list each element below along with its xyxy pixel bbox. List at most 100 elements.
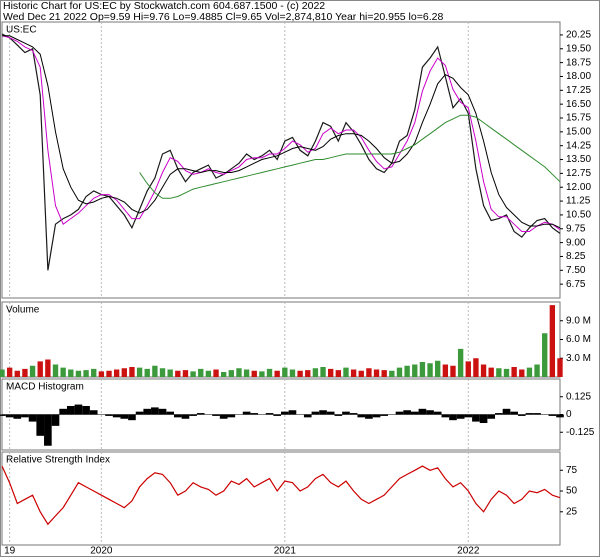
bar (74, 404, 83, 415)
bar (412, 364, 418, 377)
line-series (139, 114, 561, 199)
y-tick-label: 6.0 M (566, 334, 591, 345)
header-quote: Wed Dec 21 2022 Op=9.59 Hi=9.76 Lo=9.488… (3, 11, 443, 23)
bar (366, 368, 372, 377)
bar (395, 411, 404, 415)
y-tick-label: 13.50 (566, 154, 591, 165)
bar (450, 365, 456, 377)
bar (121, 368, 127, 377)
bar (404, 365, 410, 377)
bar (441, 414, 450, 418)
y-tick-label: 12.75 (566, 168, 591, 179)
bar (288, 410, 297, 415)
bar (112, 414, 121, 418)
bar (182, 370, 189, 377)
bar (426, 410, 434, 415)
y-tick-label: 3.0 M (566, 353, 591, 364)
bar (190, 371, 196, 377)
bar (549, 305, 556, 377)
y-tick-label: 12.00 (566, 182, 591, 193)
bar (419, 362, 426, 377)
bar (335, 370, 342, 377)
y-tick-label: 25 (566, 506, 578, 517)
bar (52, 364, 59, 377)
bar (480, 364, 487, 377)
bar (320, 367, 326, 377)
bar (465, 361, 471, 377)
bar (319, 410, 327, 415)
bar (68, 369, 74, 377)
bar (151, 407, 159, 415)
bar (105, 414, 113, 416)
y-tick-label: 9.00 (566, 237, 586, 248)
bar (519, 369, 525, 377)
bar (281, 411, 289, 415)
bar (503, 368, 510, 377)
y-tick-label: 6.75 (566, 279, 586, 290)
bar (227, 414, 236, 418)
bar (274, 370, 280, 377)
y-tick-label: 8.25 (566, 251, 586, 262)
bar (143, 408, 152, 415)
bar (181, 414, 190, 419)
bar (495, 413, 503, 415)
bar (357, 414, 366, 418)
bar (14, 370, 20, 377)
bar (205, 370, 212, 377)
bar (488, 367, 494, 377)
y-tick-label: 20.25 (566, 30, 591, 41)
bar (557, 358, 563, 377)
bar (328, 368, 334, 377)
bar (289, 369, 296, 377)
bar (372, 414, 381, 418)
y-tick-label: 18.75 (566, 57, 591, 68)
bar (0, 369, 5, 377)
bar (365, 414, 373, 419)
bar (435, 360, 441, 377)
bar (533, 413, 541, 415)
bar (167, 369, 173, 377)
y-tick-label: 7.50 (566, 265, 586, 276)
bar (128, 414, 136, 421)
y-tick-label: 17.25 (566, 85, 591, 96)
bar (220, 372, 227, 377)
y-tick-label: 9.0 M (566, 315, 591, 326)
bar (37, 361, 43, 377)
bar (219, 414, 228, 419)
bar (373, 369, 380, 377)
bar (511, 367, 517, 377)
y-tick-label: 0.125 (566, 391, 591, 402)
bar (83, 370, 89, 377)
bar (473, 358, 479, 377)
y-tick-label: 11.25 (566, 196, 591, 207)
line-series (1, 35, 561, 232)
x-tick-label: 2020 (90, 546, 113, 557)
bar (517, 414, 526, 416)
bar (213, 369, 219, 377)
bar (381, 370, 387, 377)
bar (472, 414, 480, 422)
bar (303, 414, 312, 418)
bar (242, 411, 251, 415)
y-tick-label: -0.125 (566, 427, 595, 438)
bar (98, 371, 105, 377)
bar (173, 414, 182, 418)
bar (228, 370, 234, 377)
y-tick-label: 10.50 (566, 210, 591, 221)
panel-title: MACD Histogram (6, 382, 84, 393)
bar (236, 368, 242, 377)
bar (44, 414, 52, 446)
bar (349, 413, 358, 415)
y-tick-label: 15.00 (566, 126, 591, 137)
bar (196, 413, 205, 415)
bar (120, 414, 129, 419)
line-series (1, 465, 561, 526)
bar (266, 368, 273, 377)
bar (343, 367, 349, 377)
bar (113, 369, 120, 377)
bar (265, 413, 274, 415)
bar (326, 411, 335, 415)
panel-frame (1, 451, 561, 546)
bar (135, 411, 144, 415)
